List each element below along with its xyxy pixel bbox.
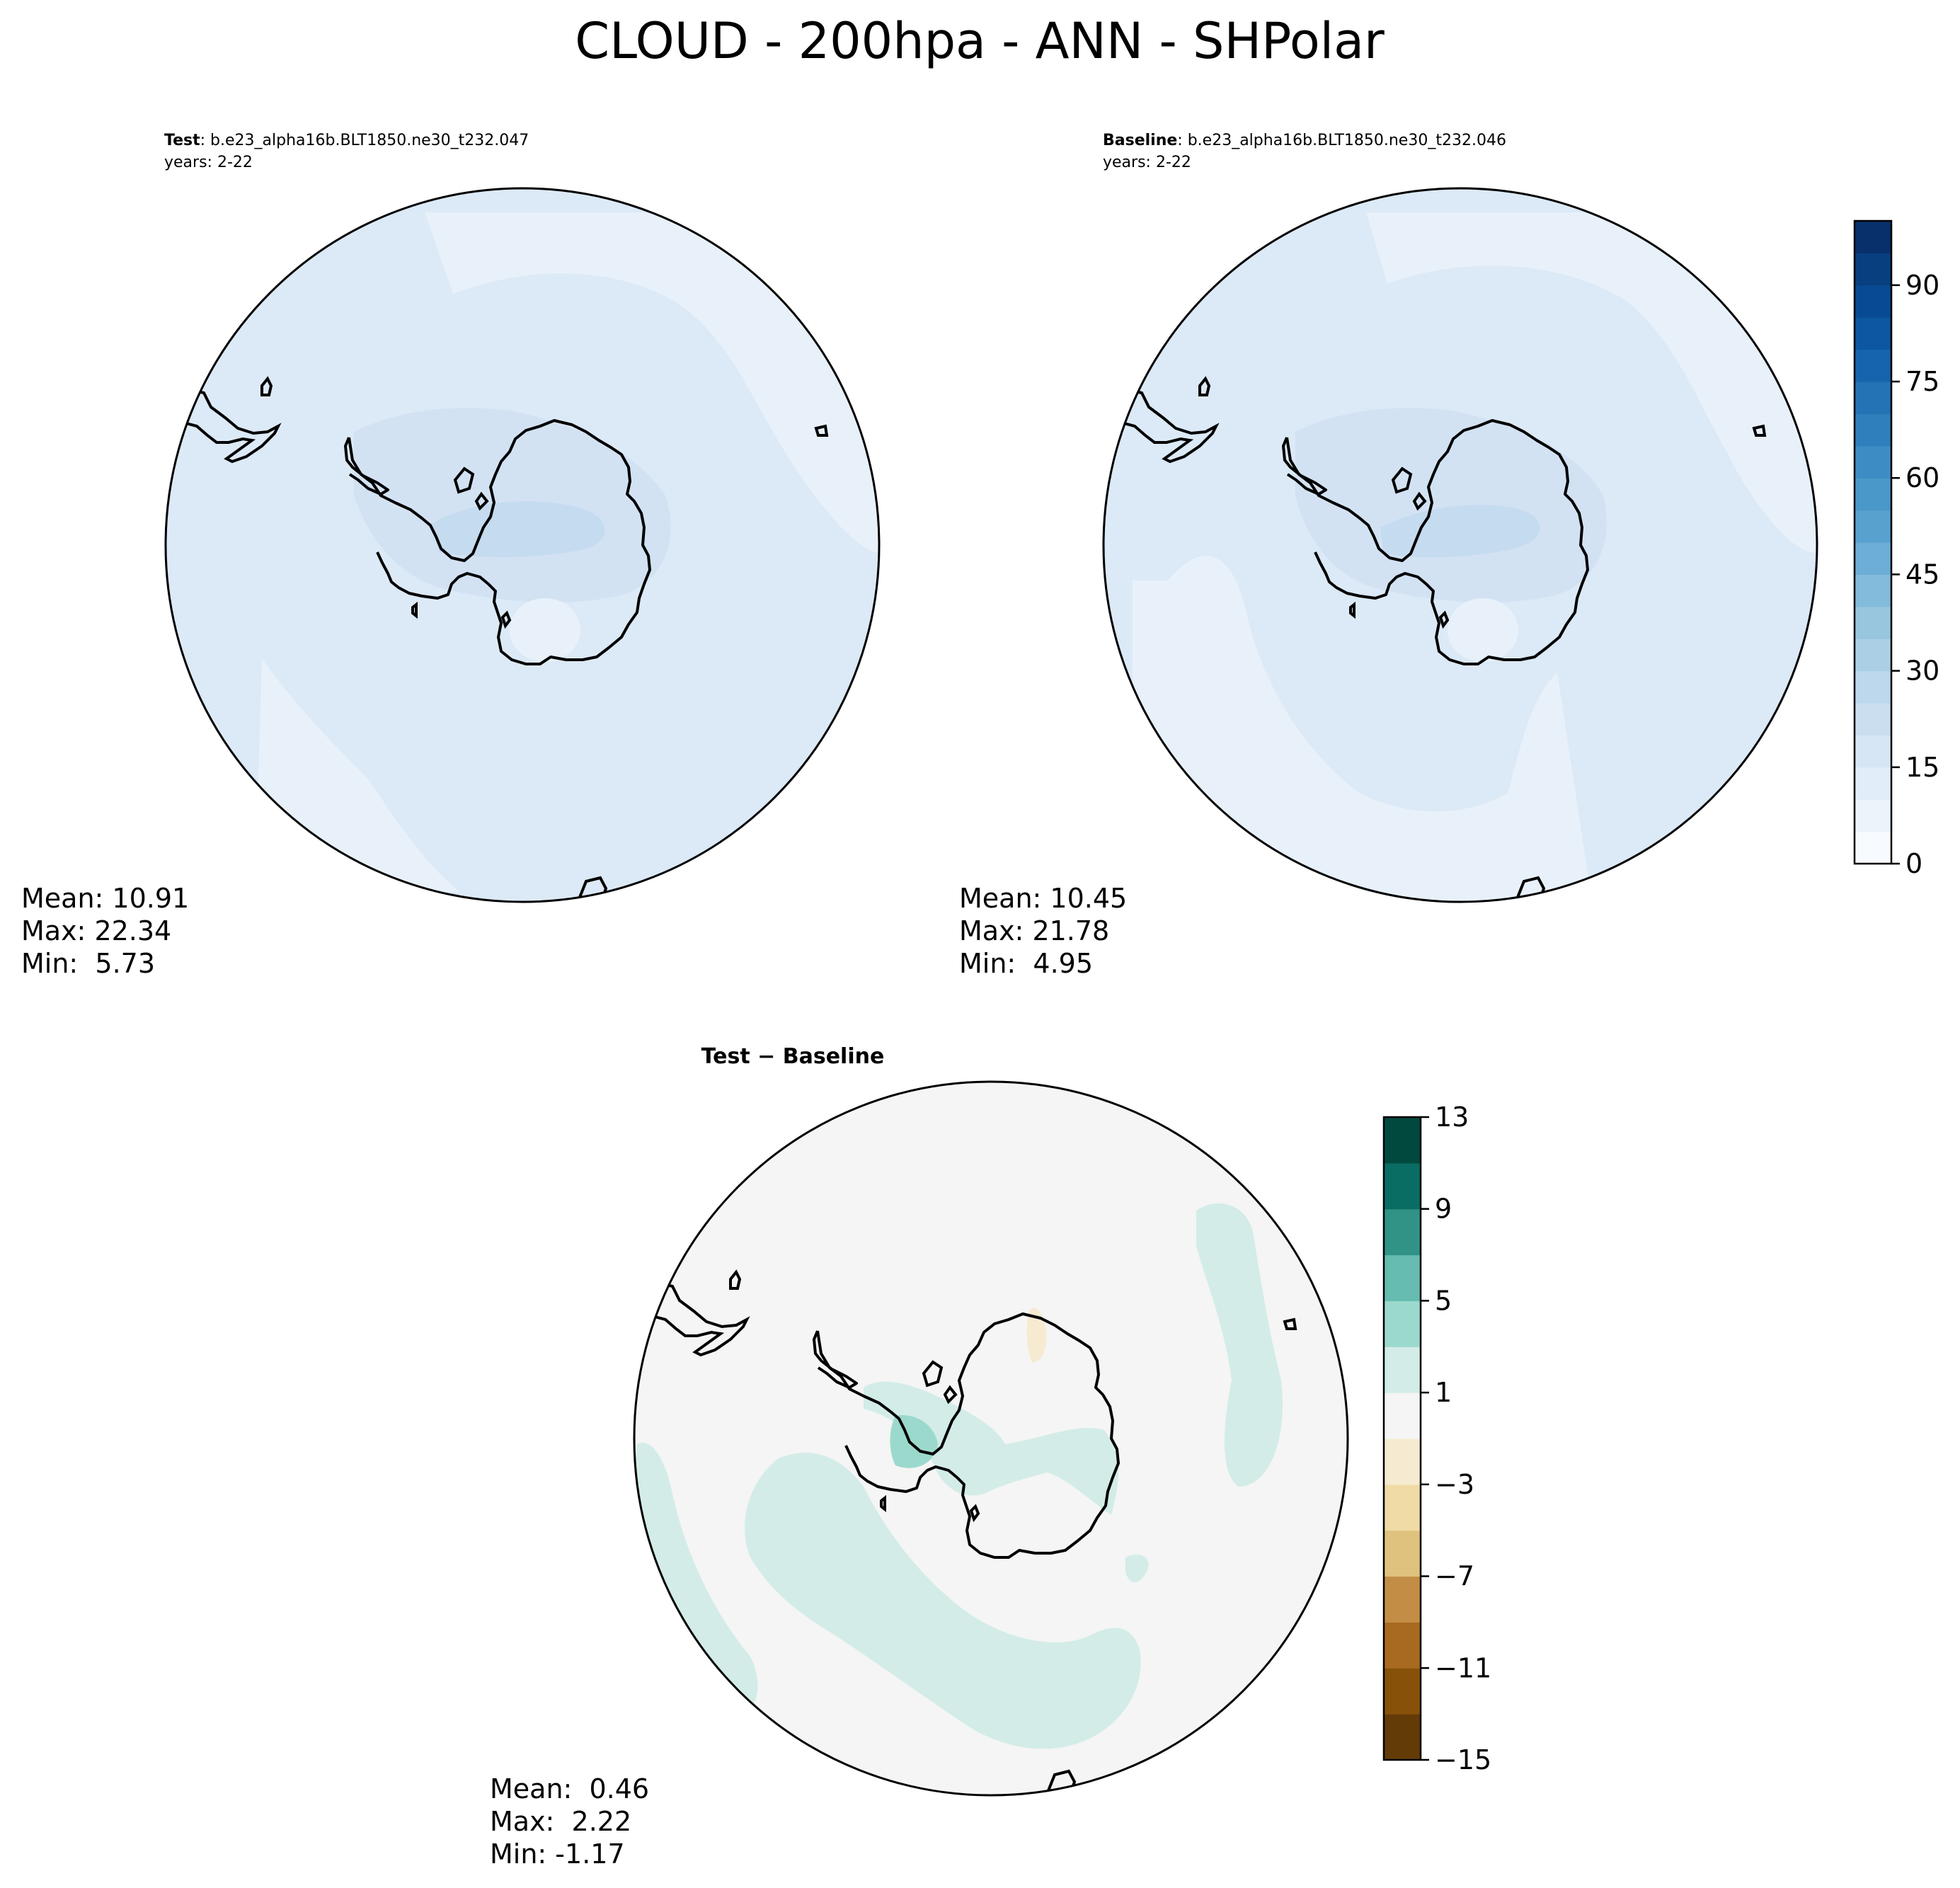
cb-diff-tick-label: 9 bbox=[1435, 1194, 1452, 1225]
cb-diff-tick-label: −3 bbox=[1435, 1469, 1474, 1500]
test-years: years: 2-22 bbox=[164, 154, 253, 171]
diff-stat-mean: Mean: 0.46 bbox=[490, 1773, 649, 1804]
cb-diff-tick-label: −7 bbox=[1435, 1561, 1474, 1592]
cb-diff-segment bbox=[1384, 1208, 1421, 1256]
baseline-stat-mean: Mean: 10.45 bbox=[959, 883, 1127, 914]
cb-diff-tick-label: 5 bbox=[1435, 1285, 1452, 1316]
cb-diff-segment bbox=[1384, 1117, 1421, 1164]
cb-main-tick-label: 0 bbox=[1905, 848, 1922, 879]
cb-diff-segment bbox=[1384, 1438, 1421, 1485]
test-label-bold: Test bbox=[164, 132, 200, 149]
test-stat-min: Min: 5.73 bbox=[21, 948, 155, 979]
colorbar-diff: 13 9 5 1 −3 −7 −11 −15 bbox=[1382, 1102, 1491, 1775]
cb-main-segment bbox=[1855, 349, 1891, 382]
cb-diff-tick-label: −15 bbox=[1435, 1744, 1491, 1775]
cb-main-tick-label: 60 bbox=[1905, 462, 1939, 493]
panel-test: Test: b.e23_alpha16b.BLT1850.ne30_t232.0… bbox=[21, 132, 881, 979]
baseline-map bbox=[1104, 188, 1817, 902]
cb-diff-tick-label: 1 bbox=[1435, 1377, 1452, 1408]
cb-main-segment bbox=[1855, 799, 1891, 833]
test-label-run: : b.e23_alpha16b.BLT1850.ne30_t232.047 bbox=[200, 132, 529, 149]
cb-main-segment bbox=[1855, 606, 1891, 639]
test-stat-mean: Mean: 10.91 bbox=[21, 883, 189, 914]
diff-stat-min: Min: -1.17 bbox=[490, 1838, 625, 1870]
cb-main-segment bbox=[1855, 510, 1891, 543]
cb-diff-frame bbox=[1382, 1116, 1422, 1761]
cb-main-segment bbox=[1855, 221, 1891, 253]
baseline-stat-min: Min: 4.95 bbox=[959, 948, 1093, 979]
cb-main-segment bbox=[1855, 413, 1891, 447]
colorbar-main: 0 15 30 45 60 75 90 bbox=[1853, 219, 1939, 879]
panel-diff: Test − Baseline Mean: 0.46 Max: 2.22 Min… bbox=[490, 1044, 1349, 1870]
cb-diff-segment bbox=[1384, 1254, 1421, 1302]
cb-diff-segment bbox=[1384, 1714, 1421, 1761]
baseline-label-bold: Baseline bbox=[1103, 132, 1177, 149]
baseline-stat-max: Max: 21.78 bbox=[959, 915, 1109, 946]
baseline-label-run: : b.e23_alpha16b.BLT1850.ne30_t232.046 bbox=[1177, 132, 1506, 149]
cb-main-segment bbox=[1855, 735, 1891, 768]
test-map-frame bbox=[164, 187, 881, 903]
cb-main-segment bbox=[1855, 285, 1891, 318]
diff-stat-max: Max: 2.22 bbox=[490, 1806, 631, 1837]
cb-main-segment bbox=[1855, 542, 1891, 575]
cb-main-segment bbox=[1855, 703, 1891, 736]
diff-map bbox=[634, 1082, 1348, 1795]
cb-main-tick-label: 30 bbox=[1905, 656, 1939, 687]
diff-label: Test − Baseline bbox=[701, 1044, 885, 1069]
cb-main-segment bbox=[1855, 445, 1891, 479]
cb-main-segment bbox=[1855, 831, 1891, 864]
cb-diff-tick-label: 13 bbox=[1435, 1102, 1469, 1133]
panel-baseline: Baseline: b.e23_alpha16b.BLT1850.ne30_t2… bbox=[959, 132, 1818, 979]
cb-diff-segment bbox=[1384, 1622, 1421, 1669]
test-stat-max: Max: 22.34 bbox=[21, 915, 171, 946]
cb-main-segment bbox=[1855, 478, 1891, 511]
baseline-years: years: 2-22 bbox=[1103, 154, 1191, 171]
cb-main-segment bbox=[1855, 670, 1891, 704]
cb-main-tick-label: 45 bbox=[1905, 559, 1939, 590]
test-label: Test: b.e23_alpha16b.BLT1850.ne30_t232.0… bbox=[164, 132, 529, 149]
cb-main-frame bbox=[1853, 219, 1893, 865]
cb-diff-segment bbox=[1384, 1530, 1421, 1577]
cb-main-tick-label: 75 bbox=[1905, 366, 1939, 397]
figure-title: CLOUD - 200hpa - ANN - SHPolar bbox=[575, 12, 1385, 70]
cb-main-segment bbox=[1855, 574, 1891, 607]
cb-main-segment bbox=[1855, 639, 1891, 672]
cb-diff-segment bbox=[1384, 1484, 1421, 1531]
cb-diff-segment bbox=[1384, 1668, 1421, 1715]
cb-diff-segment bbox=[1384, 1576, 1421, 1623]
cb-main-tick-label: 15 bbox=[1905, 752, 1939, 783]
cb-main-segment bbox=[1855, 253, 1891, 286]
cb-diff-tick-label: −11 bbox=[1435, 1652, 1491, 1683]
cb-diff-segment bbox=[1384, 1162, 1421, 1210]
cb-diff-segment bbox=[1384, 1346, 1421, 1393]
baseline-label: Baseline: b.e23_alpha16b.BLT1850.ne30_t2… bbox=[1103, 132, 1506, 149]
cb-diff-segment bbox=[1384, 1392, 1421, 1439]
cb-main-segment bbox=[1855, 767, 1891, 800]
cb-main-segment bbox=[1855, 317, 1891, 350]
baseline-map-frame bbox=[1102, 187, 1818, 903]
cb-main-segment bbox=[1855, 382, 1891, 414]
cb-diff-segment bbox=[1384, 1300, 1421, 1347]
test-map bbox=[166, 188, 879, 902]
cb-main-tick-label: 90 bbox=[1905, 270, 1939, 301]
diff-map-frame bbox=[633, 1080, 1349, 1797]
